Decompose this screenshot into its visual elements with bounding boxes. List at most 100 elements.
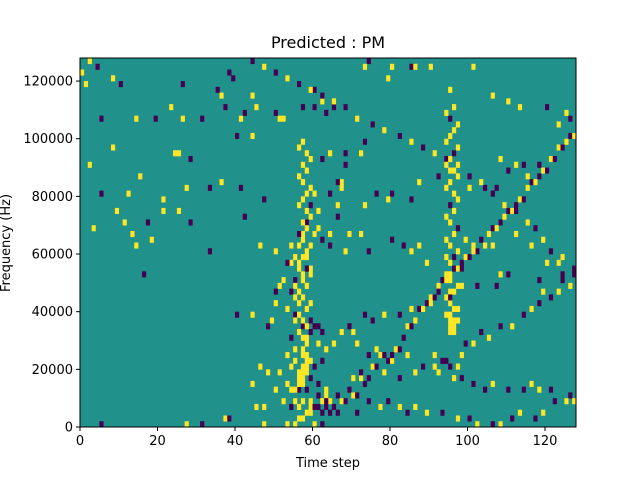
heatmap-cell-high bbox=[184, 184, 189, 191]
heatmap-cell-high bbox=[87, 58, 92, 65]
heatmap-cell-high bbox=[432, 352, 437, 359]
heatmap-cell-high bbox=[308, 271, 313, 278]
heatmap-cell-low bbox=[405, 409, 410, 416]
heatmap-cell-high bbox=[529, 380, 534, 387]
heatmap-cell-high bbox=[359, 230, 364, 238]
heatmap-cell-low bbox=[153, 115, 158, 122]
heatmap-cell-high bbox=[331, 340, 337, 347]
heatmap-cell-low bbox=[548, 248, 554, 255]
heatmap-cell-low bbox=[320, 328, 325, 336]
heatmap-cell-high bbox=[417, 242, 422, 249]
heatmap-cell-low bbox=[374, 363, 379, 370]
heatmap-cell-high bbox=[87, 161, 92, 168]
heatmap-cell-high bbox=[219, 179, 224, 186]
heatmap-cell-high bbox=[300, 271, 306, 278]
heatmap-cell-low bbox=[452, 150, 457, 157]
heatmap-cell-high bbox=[254, 104, 259, 111]
heatmap-cell-high bbox=[289, 363, 294, 370]
heatmap-cell-high bbox=[262, 421, 267, 428]
heatmap-cell-high bbox=[304, 363, 309, 370]
heatmap-cell-high bbox=[328, 230, 333, 238]
heatmap-cell-low bbox=[328, 409, 333, 416]
heatmap-cell-high bbox=[339, 184, 344, 191]
heatmap-cell-high bbox=[455, 196, 461, 203]
heatmap-cell-high bbox=[304, 248, 309, 255]
heatmap-cell-low bbox=[471, 380, 476, 387]
heatmap-cell-low bbox=[568, 132, 573, 140]
heatmap-cell-high bbox=[382, 127, 387, 134]
heatmap-cell-low bbox=[421, 363, 426, 370]
heatmap-cell-high bbox=[541, 167, 546, 174]
heatmap-cell-high bbox=[250, 92, 255, 99]
heatmap-cell-high bbox=[444, 294, 449, 301]
heatmap-cell-low bbox=[370, 317, 375, 324]
heatmap-cell-low bbox=[207, 248, 213, 255]
heatmap-cell-high bbox=[297, 300, 302, 307]
heatmap-cell-high bbox=[428, 294, 433, 301]
heatmap-cell-high bbox=[556, 259, 561, 266]
heatmap-cell-low bbox=[308, 328, 313, 336]
heatmap-cell-high bbox=[324, 386, 329, 393]
heatmap-cell-high bbox=[351, 328, 356, 336]
heatmap-cell-low bbox=[242, 109, 247, 116]
heatmap-cell-high bbox=[409, 305, 414, 312]
heatmap-cell-high bbox=[111, 144, 116, 151]
heatmap-cell-low bbox=[362, 380, 368, 387]
heatmap-cell-low bbox=[560, 277, 565, 284]
heatmap-cell-high bbox=[370, 363, 375, 370]
heatmap-cell-high bbox=[448, 277, 453, 284]
heatmap-cell-high bbox=[293, 254, 298, 261]
heatmap-cell-high bbox=[436, 282, 441, 289]
heatmap-cell-low bbox=[316, 403, 321, 411]
heatmap-cell-low bbox=[444, 357, 449, 364]
heatmap-cell-low bbox=[238, 184, 244, 191]
y-tick-label: 40000 bbox=[32, 305, 73, 320]
y-tick-label: 100000 bbox=[23, 132, 73, 147]
heatmap-cell-low bbox=[409, 63, 414, 70]
heatmap-cell-high bbox=[304, 334, 309, 341]
heatmap-cell-low bbox=[273, 69, 278, 76]
heatmap-cell-high bbox=[176, 207, 182, 214]
heatmap-cell-high bbox=[300, 352, 306, 359]
heatmap-cell-high bbox=[424, 409, 430, 416]
heatmap-cell-high bbox=[308, 213, 313, 220]
heatmap-cell-high bbox=[525, 184, 530, 191]
heatmap-cell-high bbox=[285, 380, 290, 387]
heatmap-cell-high bbox=[184, 421, 189, 428]
heatmap-cell-low bbox=[331, 104, 337, 111]
heatmap-cell-low bbox=[320, 357, 325, 364]
heatmap-cell-low bbox=[440, 409, 445, 416]
heatmap-cell-low bbox=[362, 138, 368, 145]
heatmap-cell-low bbox=[552, 156, 557, 163]
heatmap-cell-low bbox=[506, 207, 511, 214]
heatmap-cell-low bbox=[297, 81, 302, 88]
heatmap-cell-high bbox=[331, 98, 337, 105]
heatmap-cell-low bbox=[200, 421, 205, 428]
heatmap-cell-high bbox=[490, 380, 495, 387]
chart-title: Predicted : PM bbox=[271, 33, 385, 52]
heatmap-cell-high bbox=[374, 346, 379, 353]
heatmap-cell-high bbox=[238, 115, 244, 122]
heatmap-cell-high bbox=[304, 150, 309, 157]
heatmap-cell-high bbox=[448, 167, 453, 174]
heatmap-cell-high bbox=[297, 259, 302, 266]
heatmap-cell-high bbox=[304, 190, 309, 197]
heatmap-cell-high bbox=[417, 179, 422, 186]
heatmap-cell-low bbox=[188, 219, 193, 226]
heatmap-cell-low bbox=[300, 104, 306, 111]
heatmap-cell-low bbox=[397, 346, 402, 353]
heatmap-cell-high bbox=[514, 161, 519, 168]
heatmap-cell-low bbox=[285, 259, 290, 266]
heatmap-cell-low bbox=[320, 409, 325, 416]
heatmap-cell-low bbox=[455, 225, 461, 232]
heatmap-cell-high bbox=[308, 242, 313, 249]
heatmap-cell-low bbox=[180, 81, 185, 88]
heatmap-cell-high bbox=[312, 230, 317, 238]
heatmap-cell-high bbox=[285, 75, 290, 82]
heatmap-cell-low bbox=[537, 300, 542, 307]
heatmap-cell-low bbox=[479, 328, 484, 336]
heatmap-cell-high bbox=[304, 207, 309, 214]
heatmap-cell-low bbox=[521, 161, 526, 168]
heatmap-cell-high bbox=[452, 317, 457, 324]
heatmap-cell-low bbox=[552, 398, 557, 405]
